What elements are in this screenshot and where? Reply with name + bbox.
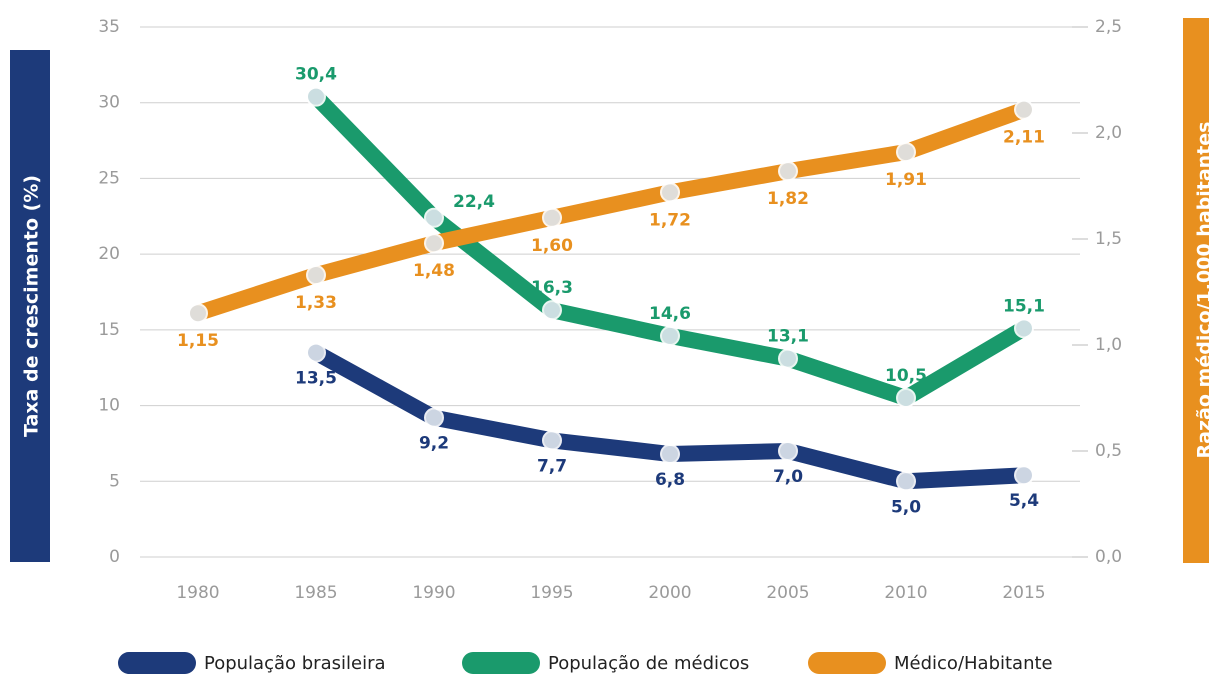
legend-swatch — [118, 652, 196, 674]
x-tick-label: 1990 — [412, 583, 455, 603]
y2-tick-label: 1,0 — [1095, 335, 1122, 355]
data-label: 30,4 — [295, 65, 337, 85]
data-point — [779, 350, 797, 368]
data-point — [897, 143, 915, 161]
y2-axis-label: Razão médico/1.000 habitantes — [1194, 122, 1209, 459]
data-label: 1,48 — [413, 261, 455, 281]
x-tick-label: 2010 — [884, 583, 927, 603]
data-point — [425, 234, 443, 252]
y-tick-label: 25 — [98, 168, 120, 188]
data-point — [897, 472, 915, 490]
y2-tick-label: 2,0 — [1095, 123, 1122, 143]
x-tick-label: 2015 — [1002, 583, 1045, 603]
data-label: 14,6 — [649, 304, 691, 324]
data-label: 13,5 — [295, 369, 337, 389]
y-tick-label: 20 — [98, 244, 120, 264]
data-label: 10,5 — [885, 366, 927, 386]
y-tick-label: 15 — [98, 320, 120, 340]
legend-swatch — [808, 652, 886, 674]
data-point — [189, 304, 207, 322]
y2-tick-label: 0,0 — [1095, 547, 1122, 567]
data-label: 1,15 — [177, 331, 219, 351]
data-point — [661, 445, 679, 463]
data-point — [779, 162, 797, 180]
data-label: 15,1 — [1003, 296, 1045, 316]
data-label: 5,4 — [1009, 491, 1039, 511]
y2-tick-label: 1,5 — [1095, 229, 1122, 249]
data-point — [307, 266, 325, 284]
data-point — [897, 389, 915, 407]
data-label: 7,7 — [537, 456, 567, 476]
legend-label: População brasileira — [204, 653, 386, 674]
y2-tick-label: 2,5 — [1095, 17, 1122, 37]
data-label: 9,2 — [419, 434, 449, 454]
data-point — [661, 327, 679, 345]
data-point — [425, 409, 443, 427]
x-tick-label: 2005 — [766, 583, 809, 603]
data-point — [1015, 319, 1033, 337]
data-label: 6,8 — [655, 470, 685, 490]
y-tick-label: 0 — [109, 547, 120, 567]
data-label: 1,91 — [885, 170, 927, 190]
data-label: 22,4 — [453, 192, 495, 212]
x-tick-label: 2000 — [648, 583, 691, 603]
y2-tick-label: 0,5 — [1095, 441, 1122, 461]
y-tick-label: 10 — [98, 396, 120, 416]
data-point — [307, 88, 325, 106]
y-tick-label: 35 — [98, 17, 120, 37]
data-point — [543, 209, 561, 227]
data-point — [307, 344, 325, 362]
data-label: 1,72 — [649, 210, 691, 230]
data-point — [425, 209, 443, 227]
data-point — [1015, 101, 1033, 119]
y-tick-label: 30 — [98, 93, 120, 113]
data-label: 5,0 — [891, 497, 921, 517]
data-label: 1,60 — [531, 236, 573, 256]
x-tick-label: 1985 — [294, 583, 337, 603]
legend-swatch — [462, 652, 540, 674]
data-label: 13,1 — [767, 327, 809, 347]
data-point — [779, 442, 797, 460]
y-tick-label: 5 — [109, 471, 120, 491]
data-label: 7,0 — [773, 467, 803, 487]
y-axis-label: Taxa de crescimento (%) — [21, 175, 43, 437]
data-point — [661, 183, 679, 201]
data-label: 1,82 — [767, 189, 809, 209]
legend-label: População de médicos — [548, 653, 749, 674]
x-tick-label: 1995 — [530, 583, 573, 603]
legend-label: Médico/Habitante — [894, 653, 1053, 674]
data-point — [1015, 466, 1033, 484]
data-label: 1,33 — [295, 293, 337, 313]
x-tick-label: 1980 — [176, 583, 219, 603]
data-label: 2,11 — [1003, 128, 1045, 148]
data-point — [543, 431, 561, 449]
data-label: 16,3 — [531, 278, 573, 298]
data-point — [543, 301, 561, 319]
